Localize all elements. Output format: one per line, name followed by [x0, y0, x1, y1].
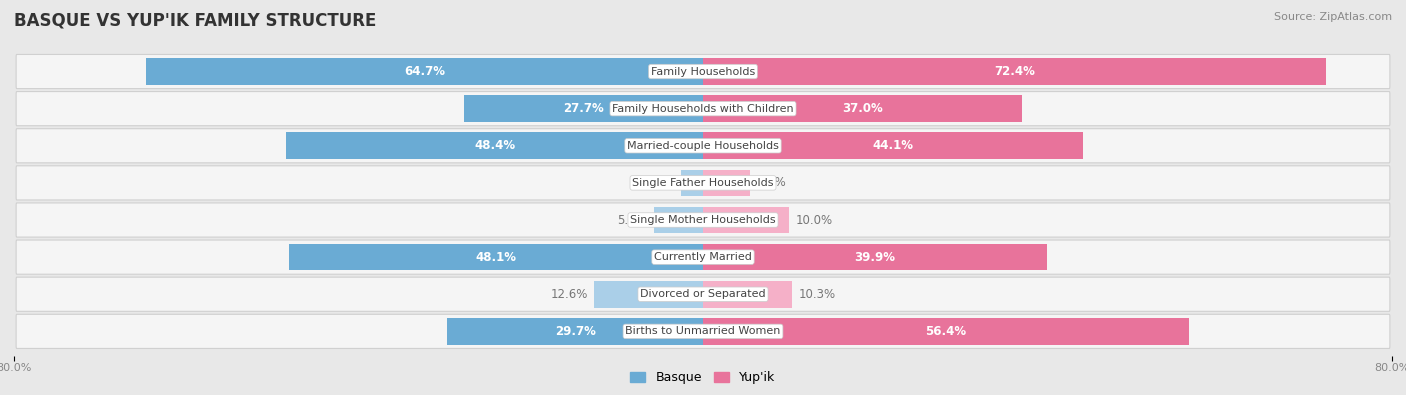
FancyBboxPatch shape	[15, 129, 1391, 163]
Bar	[595, 281, 703, 308]
FancyBboxPatch shape	[15, 203, 1391, 237]
Legend: Basque, Yup'ik: Basque, Yup'ik	[626, 366, 780, 389]
Text: 29.7%: 29.7%	[555, 325, 596, 338]
FancyBboxPatch shape	[15, 240, 1391, 274]
FancyBboxPatch shape	[15, 92, 1391, 126]
Bar	[288, 244, 703, 271]
Bar	[703, 281, 792, 308]
Text: BASQUE VS YUP'IK FAMILY STRUCTURE: BASQUE VS YUP'IK FAMILY STRUCTURE	[14, 12, 377, 30]
Text: 44.1%: 44.1%	[872, 139, 914, 152]
Text: Source: ZipAtlas.com: Source: ZipAtlas.com	[1274, 12, 1392, 22]
Bar	[146, 58, 703, 85]
Bar	[682, 169, 703, 196]
Text: Single Father Households: Single Father Households	[633, 178, 773, 188]
Bar	[703, 95, 1022, 122]
Text: Currently Married: Currently Married	[654, 252, 752, 262]
Text: Married-couple Households: Married-couple Households	[627, 141, 779, 151]
Text: Divorced or Separated: Divorced or Separated	[640, 289, 766, 299]
Bar	[703, 244, 1046, 271]
FancyBboxPatch shape	[15, 166, 1391, 200]
Text: 10.0%: 10.0%	[796, 214, 834, 226]
Text: 48.1%: 48.1%	[475, 251, 516, 263]
Text: Family Households with Children: Family Households with Children	[612, 103, 794, 114]
Text: Family Households: Family Households	[651, 66, 755, 77]
Bar	[703, 169, 749, 196]
FancyBboxPatch shape	[15, 277, 1391, 311]
Bar	[703, 207, 789, 233]
Bar	[703, 318, 1188, 345]
Text: 5.7%: 5.7%	[617, 214, 647, 226]
Text: Births to Unmarried Women: Births to Unmarried Women	[626, 326, 780, 337]
Text: 2.5%: 2.5%	[645, 177, 675, 189]
Text: 56.4%: 56.4%	[925, 325, 966, 338]
Text: 5.4%: 5.4%	[756, 177, 786, 189]
Bar	[464, 95, 703, 122]
Text: 10.3%: 10.3%	[799, 288, 835, 301]
Bar	[654, 207, 703, 233]
Bar	[703, 58, 1326, 85]
Text: 39.9%: 39.9%	[855, 251, 896, 263]
Text: 37.0%: 37.0%	[842, 102, 883, 115]
Bar	[447, 318, 703, 345]
Text: 72.4%: 72.4%	[994, 65, 1035, 78]
Text: 64.7%: 64.7%	[404, 65, 444, 78]
FancyBboxPatch shape	[15, 314, 1391, 348]
Text: 12.6%: 12.6%	[550, 288, 588, 301]
Text: 48.4%: 48.4%	[474, 139, 515, 152]
Bar	[703, 132, 1083, 159]
Bar	[287, 132, 703, 159]
FancyBboxPatch shape	[15, 55, 1391, 88]
Text: 27.7%: 27.7%	[564, 102, 605, 115]
Text: Single Mother Households: Single Mother Households	[630, 215, 776, 225]
